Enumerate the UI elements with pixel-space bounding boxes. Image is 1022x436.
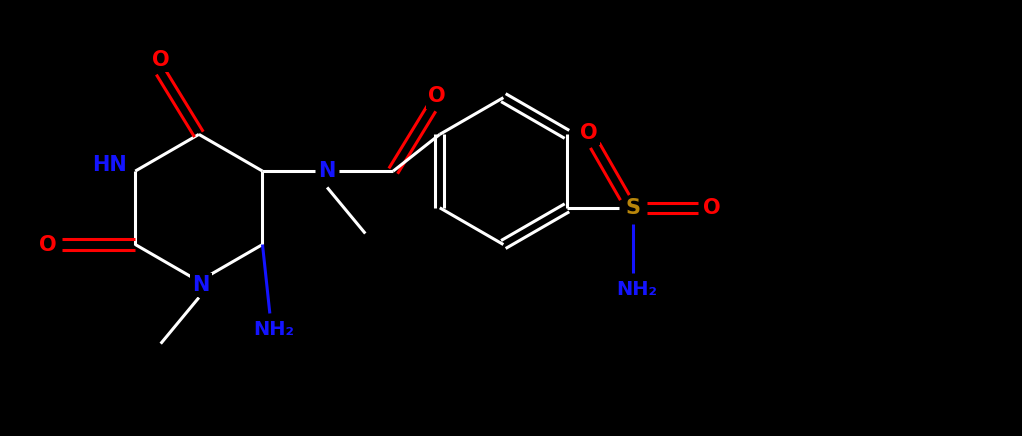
Text: S: S xyxy=(625,198,641,218)
Text: O: O xyxy=(39,235,56,255)
Text: NH₂: NH₂ xyxy=(253,320,294,339)
Text: O: O xyxy=(152,50,170,70)
Text: O: O xyxy=(703,198,721,218)
Text: NH₂: NH₂ xyxy=(616,280,657,299)
Text: N: N xyxy=(319,161,336,181)
Text: O: O xyxy=(427,86,446,106)
Text: HN: HN xyxy=(92,155,127,175)
Text: O: O xyxy=(579,123,598,143)
Text: N: N xyxy=(192,275,210,295)
